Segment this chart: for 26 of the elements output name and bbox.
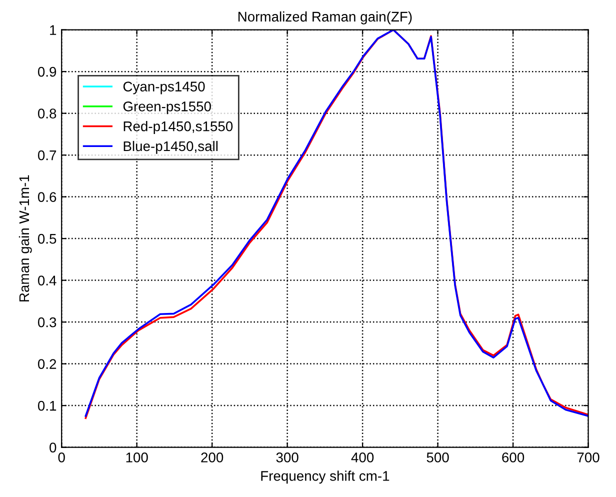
legend-label: Cyan-ps1450 bbox=[123, 82, 205, 94]
legend-label: Red-p1450,s1550 bbox=[124, 121, 233, 134]
y-tick-label: 0.6 bbox=[38, 192, 56, 202]
legend-label: Blue-p1450,sall bbox=[124, 140, 218, 154]
y-tick-label: 1 bbox=[50, 25, 56, 35]
x-axis-title: Frequency shift cm-1 bbox=[261, 470, 390, 484]
y-tick-label: 0.1 bbox=[38, 400, 56, 411]
x-tick-label: 300 bbox=[276, 452, 298, 462]
y-tick-label: 0 bbox=[50, 442, 56, 452]
chart-title: Normalized Raman gain(ZF) bbox=[238, 11, 412, 24]
x-tick-label: 600 bbox=[502, 452, 524, 462]
y-tick-label: 0.2 bbox=[38, 359, 56, 369]
y-tick-label: 0.4 bbox=[38, 276, 56, 286]
y-tick-label: 0.8 bbox=[38, 108, 56, 118]
y-axis-title: Raman gain W-1m-1 bbox=[18, 175, 32, 302]
x-tick-label: 700 bbox=[577, 452, 600, 462]
x-tick-label: 0 bbox=[58, 452, 65, 462]
y-tick-label: 0.9 bbox=[38, 66, 56, 77]
y-tick-label: 0.7 bbox=[38, 150, 56, 160]
legend-label: Green-ps1550 bbox=[123, 102, 211, 114]
y-tick-label: 0.3 bbox=[38, 317, 56, 328]
x-tick-label: 500 bbox=[426, 452, 449, 462]
x-tick-label: 400 bbox=[351, 452, 374, 462]
y-tick-label: 0.5 bbox=[38, 234, 56, 244]
x-tick-label: 200 bbox=[201, 452, 224, 462]
x-tick-label: 100 bbox=[126, 452, 148, 462]
